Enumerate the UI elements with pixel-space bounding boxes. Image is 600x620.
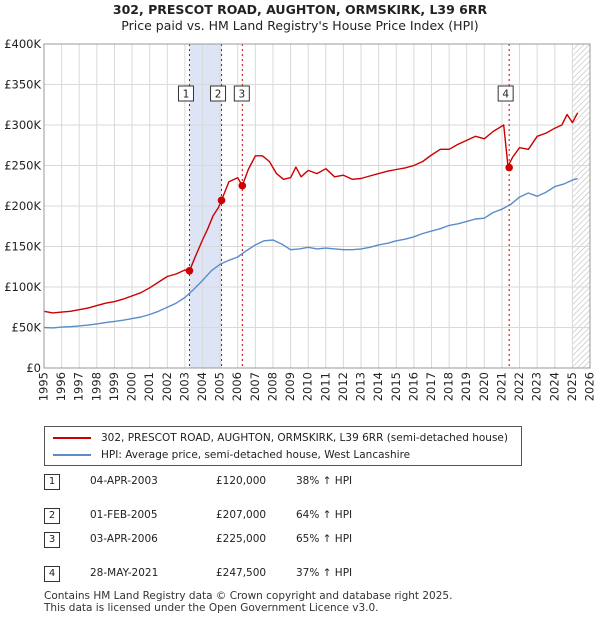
x-tick-label: 2015 <box>389 372 403 401</box>
legend-swatch-hpi <box>53 454 91 456</box>
x-tick-label: 2002 <box>160 372 174 401</box>
sale-number-badge: 3 <box>44 532 60 548</box>
sale-number-label-box <box>233 85 250 102</box>
sale-number-badge: 1 <box>44 474 60 490</box>
x-tick-label: 2025 <box>565 372 579 401</box>
y-tick-label: £150K <box>4 240 41 254</box>
x-tick-label: 2008 <box>265 372 279 401</box>
x-tick-label: 2019 <box>459 372 473 401</box>
x-tick-label: 1998 <box>89 372 103 401</box>
x-tick-label: 2026 <box>583 372 597 401</box>
sale-number-label-box <box>497 85 514 102</box>
y-tick-label: £0 <box>26 361 41 375</box>
x-tick-label: 2021 <box>494 372 508 401</box>
sale-point-marker <box>505 163 513 172</box>
x-tick-label: 2024 <box>547 372 561 401</box>
x-tick-label: 2009 <box>283 372 297 401</box>
y-tick-label: £350K <box>4 78 41 92</box>
x-tick-label: 2006 <box>230 372 244 401</box>
x-tick-label: 2004 <box>195 372 209 401</box>
x-tick-label: 2016 <box>406 372 420 401</box>
sale-number-label-box <box>177 85 194 102</box>
y-tick-label: £200K <box>4 199 41 213</box>
legend-label-hpi: HPI: Average price, semi-detached house,… <box>101 449 411 461</box>
sale-price: £225,000 <box>216 533 267 545</box>
y-tick-label: £100K <box>4 280 41 294</box>
sale-row: 2 01-FEB-2005 £207,000 64% ↑ HPI <box>44 508 564 526</box>
x-tick-label: 1996 <box>54 372 68 401</box>
license-footer: Contains HM Land Registry data © Crown c… <box>44 590 452 614</box>
x-tick-label: 1999 <box>107 372 121 401</box>
sale-point-marker <box>185 267 194 275</box>
sale-row: 1 04-APR-2003 £120,000 38% ↑ HPI <box>44 474 564 492</box>
x-tick-label: 2003 <box>177 372 191 401</box>
x-tick-label: 2020 <box>477 372 491 401</box>
x-tick-label: 2018 <box>442 372 456 401</box>
sale-price: £120,000 <box>216 475 267 487</box>
sale-row: 4 28-MAY-2021 £247,500 37% ↑ HPI <box>44 566 564 584</box>
sale-number-badge: 4 <box>44 566 60 582</box>
sale-point-marker <box>238 181 247 190</box>
footer-copyright: Contains HM Land Registry data © Crown c… <box>44 590 453 602</box>
sale-date: 01-FEB-2005 <box>90 509 158 521</box>
y-tick-label: £250K <box>4 159 41 173</box>
legend-item-property: 302, PRESCOT ROAD, AUGHTON, ORMSKIRK, L3… <box>53 430 508 446</box>
sale-hpi-change: 65% ↑ HPI <box>296 533 353 545</box>
x-tick-label: 1997 <box>72 372 86 401</box>
y-tick-label: £400K <box>4 37 41 51</box>
plot-frame <box>43 43 591 369</box>
series-line-hpi <box>43 177 578 329</box>
x-tick-label: 2014 <box>371 372 385 401</box>
sale-date: 04-APR-2003 <box>90 475 158 487</box>
sale-hpi-change: 37% ↑ HPI <box>296 567 353 579</box>
chart-title-address: 302, PRESCOT ROAD, AUGHTON, ORMSKIRK, L3… <box>112 2 488 17</box>
chart-subtitle: Price paid vs. HM Land Registry's House … <box>121 18 479 33</box>
x-tick-label: 2001 <box>142 372 156 401</box>
sale-hpi-change: 64% ↑ HPI <box>296 509 353 521</box>
sale-row: 3 03-APR-2006 £225,000 65% ↑ HPI <box>44 532 564 550</box>
x-tick-label: 2022 <box>512 372 526 401</box>
y-tick-label: £300K <box>4 118 41 132</box>
x-tick-label: 2010 <box>301 372 315 401</box>
x-tick-label: 2023 <box>530 372 544 401</box>
legend-swatch-property <box>53 437 91 439</box>
sale-price: £207,000 <box>216 509 267 521</box>
sale-number-label: 3 <box>238 89 245 101</box>
sale-number-label: 2 <box>215 89 222 101</box>
legend-item-hpi: HPI: Average price, semi-detached house,… <box>53 447 410 463</box>
sale-number-label-box <box>210 85 227 102</box>
sale-date: 03-APR-2006 <box>90 533 158 545</box>
sale-hpi-change: 38% ↑ HPI <box>296 475 353 487</box>
sale-number-label: 1 <box>183 89 190 101</box>
sale-price: £247,500 <box>216 567 267 579</box>
x-tick-label: 2000 <box>125 372 139 401</box>
sale-point-marker <box>217 196 226 205</box>
x-tick-label: 2013 <box>354 372 368 401</box>
sale-date: 28-MAY-2021 <box>90 567 159 579</box>
series-line-property <box>43 112 579 314</box>
chart-legend: 302, PRESCOT ROAD, AUGHTON, ORMSKIRK, L3… <box>44 426 522 466</box>
x-tick-label: 1995 <box>37 372 51 401</box>
x-tick-label: 2017 <box>424 372 438 401</box>
x-tick-label: 2011 <box>318 372 332 401</box>
sale-number-label: 4 <box>502 89 509 101</box>
price-chart: 1 2 3 4 £0 £50K £100K £150K £200K £250K £300K £350… <box>4 37 597 401</box>
y-tick-label: £50K <box>12 321 42 335</box>
sale-number-badge: 2 <box>44 508 60 524</box>
footer-licence: This data is licensed under the Open Gov… <box>44 602 379 614</box>
x-tick-label: 2005 <box>213 372 227 401</box>
x-tick-label: 2012 <box>336 372 350 401</box>
legend-label-property: 302, PRESCOT ROAD, AUGHTON, ORMSKIRK, L3… <box>101 432 508 444</box>
x-tick-label: 2007 <box>248 372 262 401</box>
